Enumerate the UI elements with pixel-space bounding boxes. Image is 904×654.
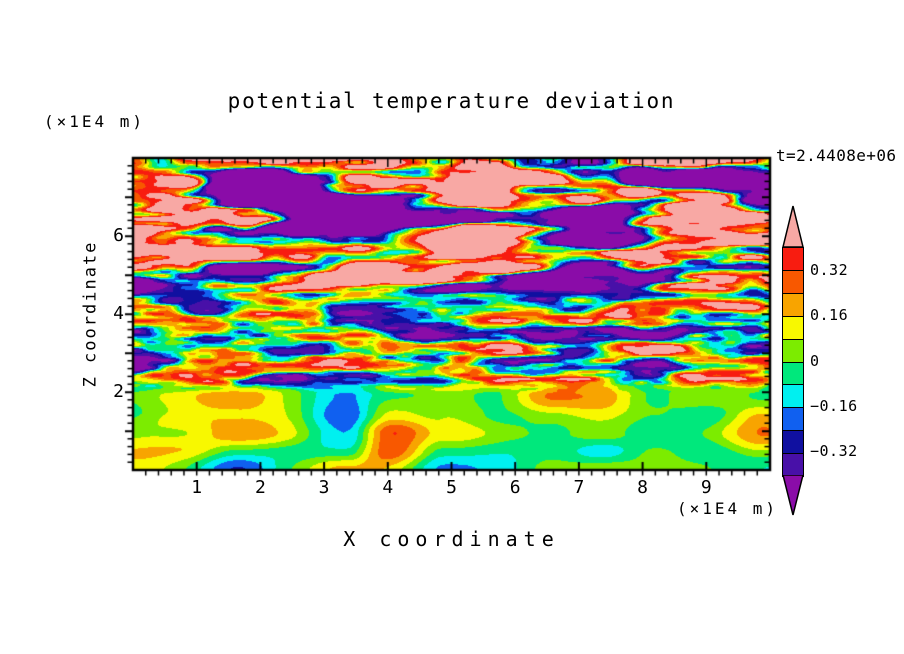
colorbar-segment (783, 384, 803, 408)
time-label: t=2.4408e+06 (776, 146, 897, 165)
x-tick-label: 6 (509, 477, 521, 498)
z-tick-label: 4 (113, 303, 124, 324)
x-tick-label: 3 (318, 477, 330, 498)
x-tick-label: 1 (191, 477, 203, 498)
x-tick-label: 4 (382, 477, 394, 498)
colorbar-segment (783, 315, 803, 339)
x-axis-unit-label: (×1E4 m) (676, 499, 778, 518)
colorbar-segment (783, 269, 803, 293)
colorbar-segment (783, 430, 803, 454)
colorbar-segment (783, 453, 803, 477)
colorbar-segment (783, 361, 803, 385)
colorbar-segment (783, 248, 803, 270)
x-tick-label: 2 (254, 477, 266, 498)
colorbar-tick-label: 0.32 (810, 260, 849, 279)
colorbar-segment (783, 338, 803, 362)
z-tick-label: 2 (113, 381, 124, 402)
colorbar-under-arrow (782, 475, 804, 516)
colorbar-tick-label: −0.16 (810, 396, 858, 415)
x-axis-title: X coordinate (343, 527, 560, 551)
colorbar (782, 247, 804, 477)
colorbar-tick-label: −0.32 (810, 442, 858, 461)
x-tick-label: 9 (700, 477, 712, 498)
x-tick-label: 7 (573, 477, 585, 498)
colorbar-tick-label: 0.16 (810, 306, 849, 325)
z-axis-unit-label: (×1E4 m) (44, 112, 146, 131)
contour-field-canvas (113, 138, 790, 490)
plot-title: potential temperature deviation (227, 89, 676, 113)
colorbar-segment (783, 292, 803, 316)
colorbar-segment (783, 407, 803, 431)
x-tick-label: 8 (637, 477, 649, 498)
z-tick-label: 6 (113, 225, 124, 246)
x-tick-label: 5 (446, 477, 457, 498)
colorbar-over-arrow (782, 205, 804, 248)
colorbar-tick-label: 0 (810, 351, 820, 370)
